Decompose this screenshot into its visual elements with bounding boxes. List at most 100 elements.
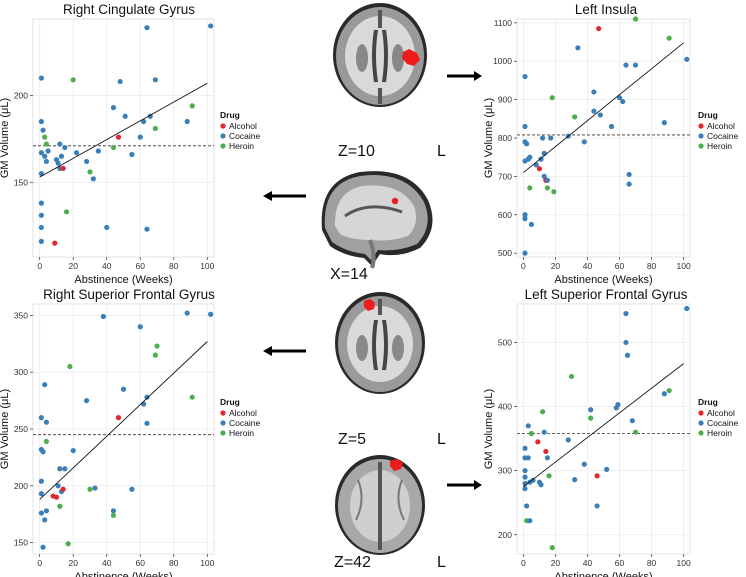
data-point-cocaine — [544, 177, 551, 183]
data-point-cocaine — [42, 382, 48, 388]
y-tick-label: 300 — [14, 367, 28, 377]
data-point-cocaine — [538, 156, 544, 162]
data-point-cocaine — [38, 118, 44, 125]
data-point-cocaine — [38, 238, 44, 244]
legend-swatch-cocaine — [698, 420, 704, 426]
data-point-cocaine — [661, 120, 667, 126]
x-tick-label: 100 — [676, 558, 690, 568]
x-tick-label: 40 — [583, 261, 593, 271]
x-tick-label: 0 — [37, 261, 42, 271]
data-point-cocaine — [141, 401, 147, 407]
legend-label-cocaine: Cocaine — [229, 131, 260, 141]
data-point-cocaine — [38, 415, 44, 421]
x-tick-label: 80 — [647, 261, 657, 271]
x-tick-label: 40 — [102, 261, 112, 271]
legend-swatch-heroin — [698, 430, 704, 436]
x-tick-label: 80 — [647, 558, 657, 568]
slice-label-z42: Z=42 — [334, 554, 371, 571]
x-tick-label: 100 — [676, 261, 690, 271]
data-point-heroin — [152, 352, 158, 358]
chart-title: Right Superior Frontal Gyrus — [43, 287, 215, 302]
data-point-cocaine — [38, 75, 44, 81]
legend-swatch-alcohol — [220, 410, 226, 416]
data-point-heroin — [189, 103, 195, 109]
x-tick-label: 40 — [102, 558, 112, 568]
y-axis-label: GM Volume (μL) — [483, 98, 495, 178]
axial-brain-image-z10 — [333, 3, 427, 107]
x-tick-label: 0 — [521, 261, 526, 271]
arrow-to-left-insula — [447, 71, 482, 81]
x-axis-label: Abstinence (Weeks) — [74, 571, 172, 577]
data-point-heroin — [549, 95, 555, 101]
data-point-cocaine — [129, 151, 135, 158]
data-point-cocaine — [43, 419, 50, 425]
data-point-cocaine — [38, 510, 44, 516]
regression-line — [523, 363, 684, 488]
slice-label-z10: Z=10 — [338, 143, 375, 160]
data-point-alcohol — [53, 494, 60, 500]
x-tick-label: 80 — [169, 261, 179, 271]
legend-swatch-alcohol — [220, 123, 226, 129]
data-point-cocaine — [129, 486, 135, 492]
data-point-cocaine — [40, 544, 46, 550]
x-tick-label: 20 — [68, 558, 78, 568]
data-point-cocaine — [122, 113, 128, 119]
data-point-cocaine — [55, 160, 61, 166]
data-point-cocaine — [527, 154, 533, 160]
data-point-heroin — [57, 503, 63, 509]
slice-label-z5: Z=5 — [338, 431, 366, 448]
data-point-cocaine — [540, 135, 546, 141]
arrow-to-right-cingulate — [263, 191, 306, 201]
data-point-cocaine — [184, 118, 190, 125]
data-point-cocaine — [623, 62, 629, 68]
data-point-heroin — [540, 409, 546, 415]
regression-line — [39, 82, 208, 178]
x-tick-label: 100 — [200, 558, 214, 568]
data-point-cocaine — [38, 224, 44, 231]
data-point-alcohol — [52, 240, 58, 246]
data-point-alcohol — [60, 486, 66, 492]
data-point-cocaine — [565, 437, 571, 443]
data-point-cocaine — [604, 466, 610, 472]
data-point-cocaine — [581, 461, 587, 467]
data-point-cocaine — [620, 98, 626, 105]
data-point-cocaine — [581, 139, 587, 145]
data-point-cocaine — [38, 212, 44, 218]
data-point-cocaine — [117, 78, 123, 85]
legend-swatch-alcohol — [698, 123, 704, 129]
x-tick-label: 60 — [615, 261, 625, 271]
x-tick-label: 20 — [68, 261, 78, 271]
y-tick-label: 500 — [498, 248, 512, 258]
axial-brain-image-z5 — [335, 292, 425, 394]
data-point-cocaine — [632, 62, 639, 68]
x-tick-label: 0 — [521, 558, 526, 568]
data-point-heroin — [546, 473, 552, 479]
data-point-cocaine — [40, 449, 46, 455]
chart-title: Right Cingulate Gyrus — [63, 2, 195, 17]
data-point-cocaine — [104, 224, 110, 231]
data-point-cocaine — [522, 73, 528, 80]
x-tick-label: 80 — [169, 558, 179, 568]
data-point-cocaine — [525, 423, 531, 429]
slice-label-x14: X=14 — [330, 266, 368, 283]
y-tick-label: 900 — [498, 95, 512, 105]
data-point-heroin — [549, 544, 555, 551]
roi-marker-left-insula — [402, 49, 420, 66]
chart-left-insula: 0 20 40 60 80 100 500 600 700 800 900 1000 1100 Left … — [483, 2, 738, 286]
data-point-cocaine — [137, 324, 143, 330]
data-point-heroin — [551, 189, 557, 195]
data-point-heroin — [43, 438, 50, 445]
slice-side-z5: L — [437, 431, 446, 448]
data-point-heroin — [632, 16, 639, 22]
y-tick-label: 150 — [14, 538, 28, 548]
data-point-cocaine — [661, 391, 667, 397]
data-point-cocaine — [525, 455, 531, 461]
y-tick-label: 200 — [14, 481, 28, 491]
y-axis-label: GM Volume (μL) — [0, 389, 11, 469]
data-point-cocaine — [120, 386, 127, 392]
data-point-cocaine — [522, 250, 528, 256]
x-tick-label: 100 — [200, 261, 214, 271]
